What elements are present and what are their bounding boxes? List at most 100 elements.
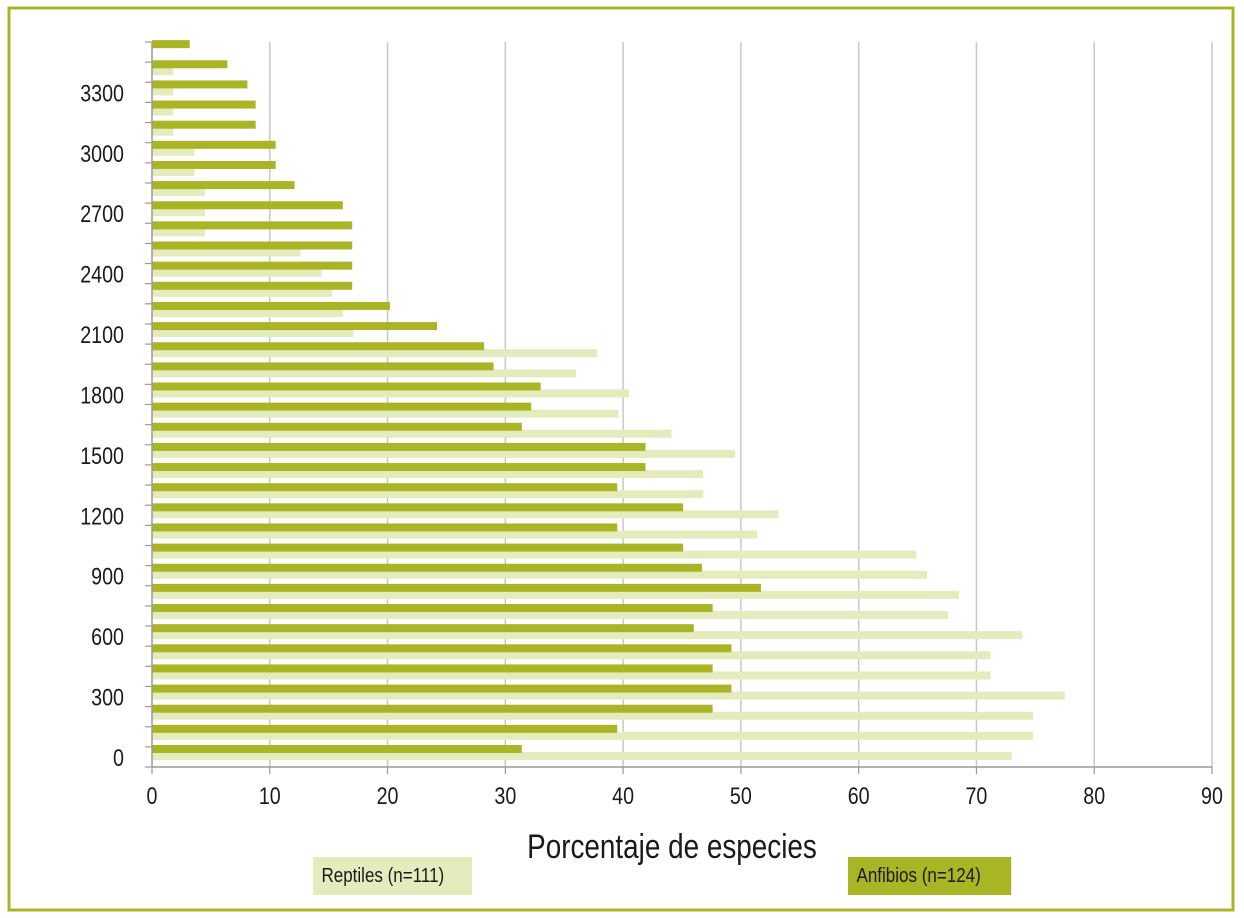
bar-anfibios-900 <box>152 563 703 572</box>
bar-anfibios-1300 <box>152 483 618 492</box>
bar-reptiles-3200 <box>152 107 174 116</box>
y-tick-label-3300: 3300 <box>80 79 124 106</box>
bar-reptiles-3400 <box>152 67 174 76</box>
bar-anfibios-3400 <box>152 60 228 69</box>
bar-reptiles-1300 <box>152 490 704 499</box>
legend-anfibios: Anfibios (n=124) <box>848 857 1012 895</box>
y-tick-label-2400: 2400 <box>80 261 124 288</box>
outer-border <box>7 6 1235 912</box>
bar-reptiles-0 <box>152 752 1012 760</box>
y-tick-label-0: 0 <box>113 744 124 771</box>
bar-reptiles-2500 <box>152 248 301 257</box>
y-tick-label-900: 900 <box>91 563 124 590</box>
y-tick-label-600: 600 <box>91 623 124 650</box>
x-tick-label-60: 60 <box>848 782 870 809</box>
bar-reptiles-900 <box>152 570 927 579</box>
x-tick-label-70: 70 <box>966 782 988 809</box>
bar-reptiles-1200 <box>152 510 779 519</box>
bar-anfibios-2800 <box>152 181 295 190</box>
bar-reptiles-2300 <box>152 288 333 297</box>
bar-anfibios-1500 <box>152 442 646 451</box>
bar-anfibios-2600 <box>152 221 353 230</box>
bar-anfibios-2200 <box>152 301 390 310</box>
y-tick-label-1800: 1800 <box>80 382 124 409</box>
bar-anfibios-2400 <box>152 261 353 270</box>
bar-reptiles-400 <box>152 671 991 680</box>
x-tick-label-0: 0 <box>147 782 158 809</box>
bar-anfibios-200 <box>152 704 713 713</box>
bar-reptiles-2900 <box>152 167 195 176</box>
x-tick-labels: 0 10 20 30 40 50 60 70 80 90 <box>147 782 1223 809</box>
bar-anfibios-1200 <box>152 503 684 512</box>
bar-reptiles-3100 <box>152 127 174 136</box>
bar-anfibios-1700 <box>152 402 532 411</box>
bar-reptiles-100 <box>152 731 1033 740</box>
axes-group <box>145 41 1213 774</box>
bar-reptiles-1500 <box>152 449 735 458</box>
x-axis-label: Porcentaje de especies <box>527 827 817 865</box>
bar-reptiles-1100 <box>152 530 758 539</box>
bar-anfibios-1100 <box>152 523 618 532</box>
bar-reptiles-2000 <box>152 349 598 358</box>
y-tick-label-2700: 2700 <box>80 200 124 227</box>
bar-reptiles-700 <box>152 611 949 620</box>
bar-anfibios-300 <box>152 684 732 693</box>
bar-reptiles-2700 <box>152 208 205 217</box>
bar-anfibios-800 <box>152 583 761 592</box>
x-tick-label-90: 90 <box>1201 782 1223 809</box>
bar-reptiles-2100 <box>152 329 354 338</box>
bar-anfibios-1900 <box>152 362 494 371</box>
x-tick-label-40: 40 <box>612 782 634 809</box>
bar-anfibios-3100 <box>152 120 256 129</box>
bar-reptiles-1400 <box>152 470 704 479</box>
bar-anfibios-3000 <box>152 140 276 149</box>
y-tick-label-1500: 1500 <box>80 442 124 469</box>
y-tick-label-300: 300 <box>91 684 124 711</box>
bar-anfibios-0 <box>152 745 522 753</box>
bar-reptiles-1700 <box>152 409 619 418</box>
bar-anfibios-600 <box>152 624 694 633</box>
bar-anfibios-500 <box>152 644 732 653</box>
x-tick-label-20: 20 <box>377 782 399 809</box>
x-tick-label-10: 10 <box>259 782 281 809</box>
bar-reptiles-3000 <box>152 147 195 156</box>
bar-reptiles-1900 <box>152 369 576 378</box>
x-tick-label-80: 80 <box>1083 782 1105 809</box>
bar-anfibios-3200 <box>152 100 256 109</box>
bar-reptiles-800 <box>152 590 959 599</box>
x-tick-label-50: 50 <box>730 782 752 809</box>
bar-reptiles-600 <box>152 631 1023 640</box>
bar-anfibios-1600 <box>152 422 522 431</box>
bar-reptiles-1000 <box>152 550 917 559</box>
bar-reptiles-300 <box>152 691 1065 700</box>
bar-anfibios-2500 <box>152 241 353 250</box>
bars-group <box>152 40 1065 760</box>
y-tick-label-3000: 3000 <box>80 140 124 167</box>
bar-anfibios-1800 <box>152 382 541 391</box>
bar-anfibios-1400 <box>152 463 646 472</box>
bar-anfibios-3500 <box>152 40 190 49</box>
bar-reptiles-2800 <box>152 188 205 197</box>
bar-reptiles-500 <box>152 651 991 660</box>
bar-anfibios-2700 <box>152 201 343 210</box>
bar-anfibios-400 <box>152 664 713 673</box>
bar-reptiles-1800 <box>152 389 629 398</box>
bar-reptiles-2400 <box>152 268 322 277</box>
bar-anfibios-2900 <box>152 160 276 169</box>
bar-anfibios-2100 <box>152 322 438 331</box>
y-tick-labels: 0 300 600 900 1200 1500 1800 2100 2400 2700 3000 33… <box>80 79 124 771</box>
y-tick-label-1200: 1200 <box>80 502 124 529</box>
x-tick-label-30: 30 <box>494 782 516 809</box>
bar-anfibios-100 <box>152 724 618 733</box>
bar-anfibios-2300 <box>152 281 353 290</box>
bar-reptiles-200 <box>152 711 1033 720</box>
bar-anfibios-1000 <box>152 543 684 552</box>
bar-reptiles-1600 <box>152 429 672 438</box>
bar-reptiles-3300 <box>152 87 174 96</box>
bar-anfibios-700 <box>152 604 713 613</box>
bar-anfibios-2000 <box>152 342 485 351</box>
y-tick-label-2100: 2100 <box>80 321 124 348</box>
bar-reptiles-2200 <box>152 308 343 317</box>
legend-reptiles: Reptiles (n=111) <box>313 857 472 895</box>
